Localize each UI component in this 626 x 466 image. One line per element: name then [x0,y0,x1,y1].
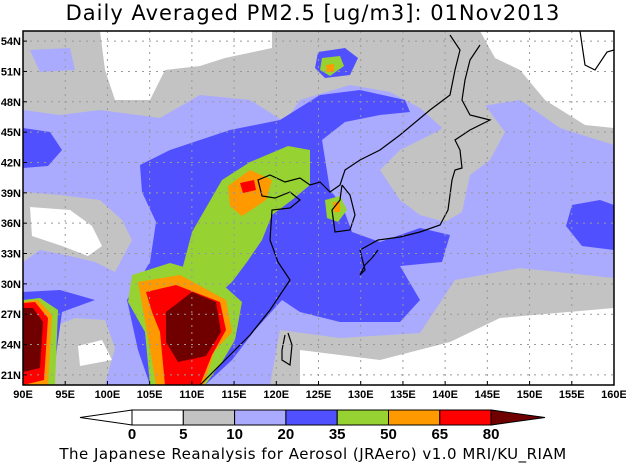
colorbar-low-arrow [79,409,133,426]
level-65-80-north [240,180,256,193]
lon-tick-label: 110E [179,389,204,401]
lon-tick-label: 145E [475,389,501,401]
colorbar-label: 65 [431,426,448,443]
colorbar: 0 5 10 20 35 50 65 80 [79,409,546,443]
level-0-5-north [100,31,272,100]
colorbar-box [336,409,390,426]
footer-credit: The Japanese Reanalysis for Aerosol (JRA… [59,445,567,463]
lat-tick-label: 39N [1,188,21,200]
colorbar-box [131,409,184,426]
lon-tick-label: 100E [95,389,121,401]
coastline-china [199,34,461,385]
level-50-65-northblob [326,64,334,72]
colorbar-label: 50 [380,426,397,443]
lon-tick-label: 160E [601,389,626,401]
level-0-5-southwest [78,340,112,366]
colorbar-label: 5 [179,426,187,443]
level-20-35-east [566,200,614,250]
lon-tick-label: 150E [517,389,543,401]
level-50-65-korea [333,202,340,212]
level-80-plus-southwest [23,308,43,372]
colorbar-label: 80 [483,426,500,443]
lon-tick-label: 130E [348,389,374,401]
coastline-korea [331,184,356,233]
grid-lines [23,31,614,385]
axis-ticks: 90E 95E 100E 105E 110E 115E 120E 125E 130E 135E 14… [1,36,626,401]
lat-tick-label: 48N [1,97,21,109]
lat-tick-label: 30N [1,279,21,291]
lat-tick-label: 54N [1,36,21,48]
lon-tick-label: 135E [390,389,416,401]
colorbar-box [439,409,492,426]
lat-tick-label: 33N [1,249,21,261]
level-0-5-west [30,207,102,256]
lon-tick-label: 115E [222,389,247,401]
map-title: Daily Averaged PM2.5 [ug/m3]: 01Nov2013 [65,1,561,25]
coastline-japan [359,44,492,251]
colorbar-box [285,409,338,426]
level-0-5-southeast [300,308,614,385]
level-5-10-japan [380,40,505,222]
colorbar-box [182,409,236,426]
lat-tick-label: 36N [1,218,21,230]
colorbar-high-arrow [490,409,546,426]
lat-tick-label: 42N [1,157,21,169]
colorbar-box [234,409,287,426]
lat-tick-label: 51N [1,66,21,78]
level-35-50-north [182,146,310,300]
lon-tick-label: 90E [13,389,33,401]
lat-tick-label: 45N [1,127,21,139]
coastline-kamchatka [579,31,614,71]
lon-tick-label: 105E [137,389,163,401]
colorbar-label: 0 [128,426,136,443]
lon-tick-label: 140E [432,389,458,401]
lat-tick-label: 24N [1,340,21,352]
lon-tick-label: 125E [306,389,332,401]
coastline-taiwan [281,332,293,367]
colorbar-box [388,409,441,426]
colorbar-label: 35 [329,426,346,443]
level-0-5-northeast [480,31,614,128]
level-50-65-north [228,170,272,216]
colorbar-label: 20 [278,426,295,443]
lon-tick-label: 120E [263,389,289,401]
lat-tick-label: 21N [1,370,21,382]
colorbar-label: 10 [226,426,243,443]
lon-tick-label: 155E [559,389,585,401]
level-10-20-patch [30,48,75,72]
lon-tick-label: 95E [55,389,75,401]
level-80-plus-south [166,292,221,362]
coastline-kyushu [359,249,379,276]
level-20-35-west [23,128,62,168]
lat-tick-label: 27N [1,309,21,321]
